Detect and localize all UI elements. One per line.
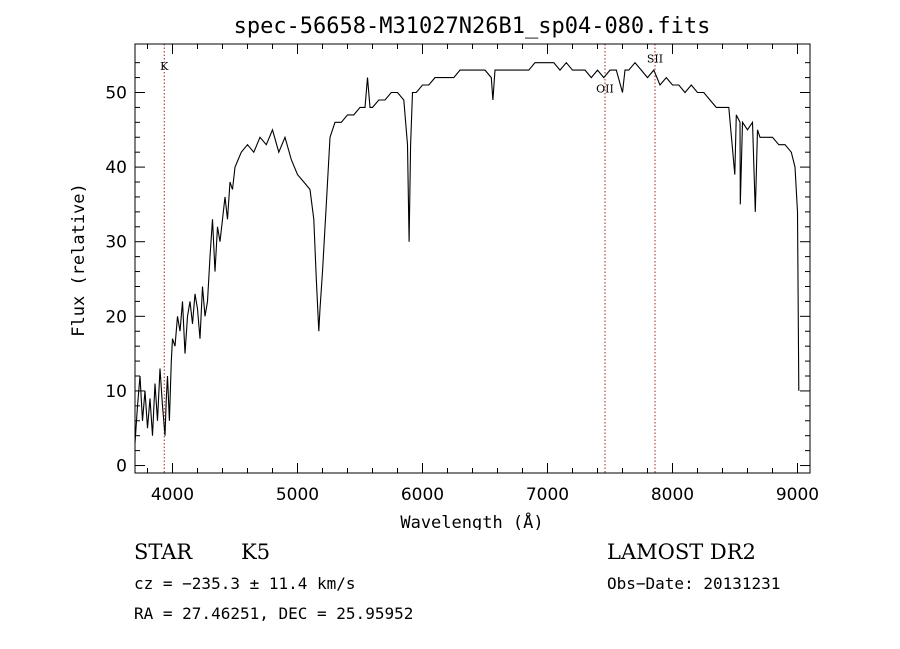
line-label-sii: SII — [647, 53, 663, 66]
x-axis: 4000 5000 6000 7000 8000 9000 — [147, 44, 819, 505]
spectrum-chart: spec-56658-M31027N26B1_sp04-080.fits K OI… — [69, 14, 819, 530]
x-tick-label: 7000 — [526, 485, 569, 505]
object-type: STAR — [134, 540, 193, 564]
y-tick-label: 40 — [105, 158, 127, 178]
line-label-k: K — [160, 60, 169, 73]
spectral-subclass: K5 — [241, 540, 271, 564]
y-tick-label: 30 — [105, 233, 127, 253]
spectrum-series-line — [134, 61, 800, 444]
y-axis: 0 10 20 30 40 50 — [105, 62, 810, 477]
plot-frame — [134, 43, 811, 474]
survey-name: LAMOST DR2 — [607, 540, 756, 564]
observation-date: Obs−Date: 20131231 — [607, 574, 781, 593]
line-label-oii: OII — [596, 82, 614, 95]
y-tick-label: 10 — [105, 382, 127, 402]
coordinates-readout: RA = 27.46251, DEC = 25.95952 — [134, 604, 414, 623]
x-tick-label: 4000 — [151, 485, 194, 505]
x-tick-label: 9000 — [776, 485, 819, 505]
x-tick-label: 5000 — [276, 485, 319, 505]
redshift-readout: cz = −235.3 ± 11.4 km/s — [134, 574, 356, 593]
y-axis-label: Flux (relative) — [69, 183, 89, 337]
chart-title: spec-56658-M31027N26B1_sp04-080.fits — [234, 14, 711, 39]
y-tick-label: 0 — [116, 457, 127, 477]
x-tick-label: 6000 — [401, 485, 444, 505]
y-tick-label: 20 — [105, 307, 127, 327]
y-tick-label: 50 — [105, 83, 127, 103]
x-tick-label: 8000 — [651, 485, 694, 505]
line-markers: K OII SII — [160, 44, 663, 473]
x-axis-label: Wavelength (Å) — [400, 511, 543, 530]
